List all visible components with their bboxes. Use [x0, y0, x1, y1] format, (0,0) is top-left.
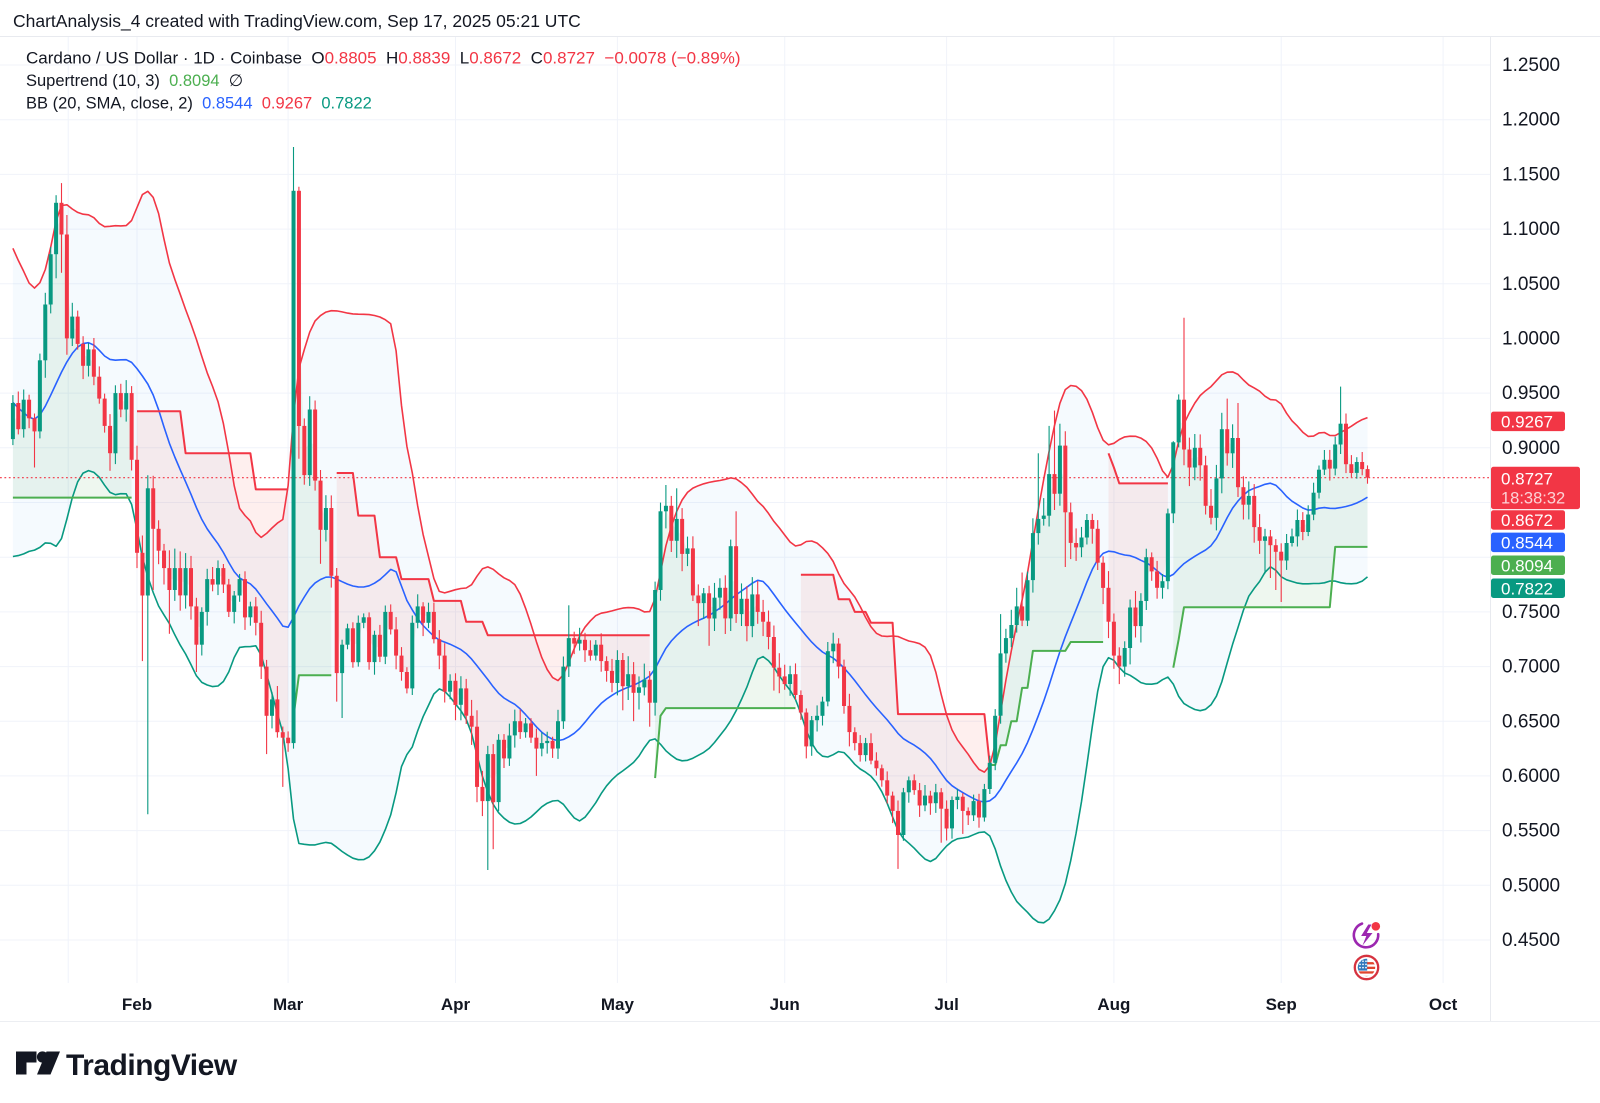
svg-text:18:38:32: 18:38:32 — [1501, 490, 1565, 508]
svg-text:0.8094: 0.8094 — [1501, 556, 1553, 575]
svg-text:0.6500: 0.6500 — [1502, 711, 1560, 732]
svg-text:Mar: Mar — [273, 995, 304, 1014]
svg-text:0.9500: 0.9500 — [1502, 383, 1560, 404]
svg-text:1.0000: 1.0000 — [1502, 328, 1560, 349]
svg-text:1.0500: 1.0500 — [1502, 274, 1560, 295]
svg-text:0.6000: 0.6000 — [1502, 766, 1560, 787]
svg-text:0.9000: 0.9000 — [1502, 438, 1560, 459]
svg-text:0.8544: 0.8544 — [1501, 533, 1553, 552]
svg-text:0.8672: 0.8672 — [1501, 511, 1553, 530]
svg-text:Jul: Jul — [934, 995, 959, 1014]
svg-text:0.5500: 0.5500 — [1502, 821, 1560, 842]
svg-text:0.7000: 0.7000 — [1502, 657, 1560, 678]
svg-text:Sep: Sep — [1266, 995, 1297, 1014]
svg-text:Jun: Jun — [770, 995, 800, 1014]
svg-text:0.8727: 0.8727 — [1501, 470, 1553, 489]
svg-text:Oct: Oct — [1429, 995, 1458, 1014]
svg-text:0.7822: 0.7822 — [1501, 579, 1553, 598]
svg-text:BB (20, SMA, close, 2) 0.8544: BB (20, SMA, close, 2) 0.8544 0.9267 0.7… — [26, 95, 372, 113]
svg-text:0.9267: 0.9267 — [1501, 412, 1553, 431]
svg-text:0.7500: 0.7500 — [1502, 602, 1560, 623]
svg-text:1.2000: 1.2000 — [1502, 110, 1560, 131]
svg-text:0.4500: 0.4500 — [1502, 930, 1560, 951]
svg-text:0.5000: 0.5000 — [1502, 875, 1560, 896]
svg-text:Aug: Aug — [1097, 995, 1130, 1014]
svg-text:May: May — [601, 995, 635, 1014]
svg-text:Cardano / US Dollar · 1D · Coi: Cardano / US Dollar · 1D · Coinbase O0.8… — [26, 49, 741, 68]
svg-text:Supertrend (10, 3) 0.8094 ∅: Supertrend (10, 3) 0.8094 ∅ — [26, 72, 243, 90]
svg-text:Apr: Apr — [441, 995, 471, 1014]
svg-text:1.2500: 1.2500 — [1502, 55, 1560, 76]
svg-text:TradingView: TradingView — [66, 1049, 238, 1082]
svg-text:Feb: Feb — [122, 995, 152, 1014]
svg-text:1.1000: 1.1000 — [1502, 219, 1560, 240]
svg-text:1.1500: 1.1500 — [1502, 164, 1560, 185]
svg-text:ChartAnalysis_4 created with T: ChartAnalysis_4 created with TradingView… — [13, 11, 581, 32]
